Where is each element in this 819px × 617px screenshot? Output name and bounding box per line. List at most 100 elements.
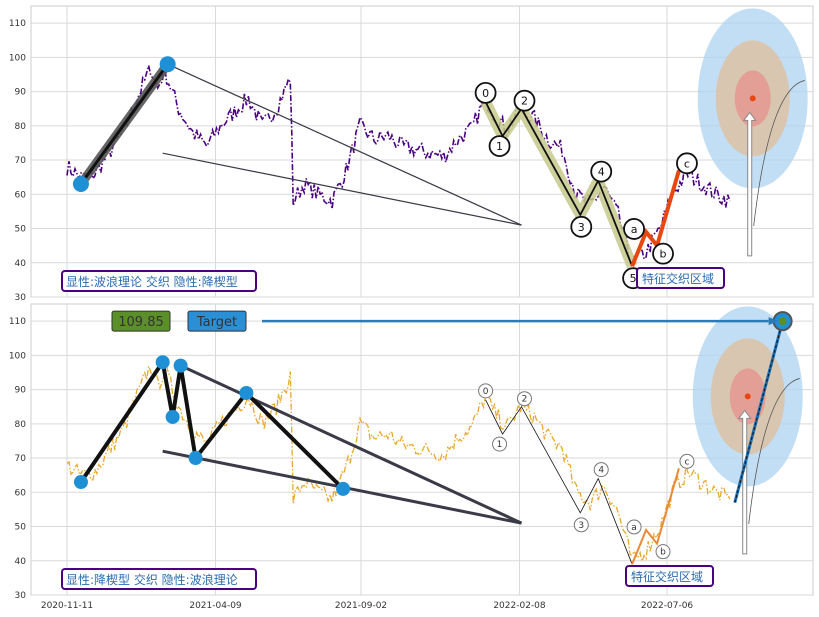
target-value-box <box>111 310 171 332</box>
wave-label-b: b <box>660 548 666 558</box>
pattern-point-marker <box>155 355 170 370</box>
y-tick-label: 60 <box>15 488 27 498</box>
top-panel: 30 40 50 60 70 80 90 100 110 0 1 2 3 4 5 a b c 显性:波浪理论 交织 … <box>9 5 814 303</box>
trend-line <box>167 63 522 226</box>
wave-label-circle <box>513 89 536 112</box>
wave-label-circle <box>590 160 613 183</box>
wave-label-circle <box>652 242 674 265</box>
plot-area <box>30 5 814 298</box>
wave-label-a: a <box>631 523 637 533</box>
x-tick-label: 2021-09-02 <box>335 601 387 611</box>
plot-area <box>30 303 814 596</box>
y-tick-label: 90 <box>15 88 27 98</box>
y-tick-label: 100 <box>9 351 26 361</box>
wave-label-1: 1 <box>497 440 503 450</box>
wave-label-0: 0 <box>482 87 489 100</box>
wave-label-c: c <box>684 157 690 170</box>
x-tick-label: 2022-02-08 <box>493 601 546 611</box>
abc-line <box>631 468 680 565</box>
abc-line <box>630 169 681 267</box>
y-tick-label: 40 <box>15 557 27 567</box>
zone-arrow <box>737 409 752 555</box>
y-tick-label: 80 <box>15 122 27 132</box>
pattern-point-marker <box>188 451 203 466</box>
trend-line <box>179 364 523 525</box>
wave-label-1: 1 <box>496 140 503 153</box>
wave-label-2: 2 <box>522 395 528 405</box>
target-label-text: Target <box>196 315 237 330</box>
price-line <box>66 363 731 564</box>
target-projection-dash <box>734 320 784 503</box>
wave-label-a: a <box>631 223 638 236</box>
x-tick-label: 2021-04-09 <box>189 601 242 611</box>
y-tick-label: 30 <box>15 591 27 601</box>
zone-annotation-text: 特征交织区域 <box>642 271 714 286</box>
wave-label-circle <box>655 544 671 560</box>
y-tick-label: 100 <box>9 53 26 63</box>
pattern-point-marker <box>159 56 176 73</box>
y-tick-label: 90 <box>15 386 27 396</box>
wave-label-5: 5 <box>630 272 637 285</box>
zone-annotation-box <box>636 267 725 289</box>
trend-line <box>162 152 522 226</box>
y-tick-label: 50 <box>15 523 27 533</box>
target-arrow-head <box>768 317 779 326</box>
y-tick-label: 30 <box>15 293 27 303</box>
wave-label-4: 4 <box>598 166 605 179</box>
wave-label-0: 0 <box>483 387 489 397</box>
annotation-box <box>61 270 257 292</box>
zone-curve <box>748 378 800 524</box>
wave-label-3: 3 <box>578 221 585 234</box>
y-tick-label: 80 <box>15 420 27 430</box>
annotation-text: 显性:降楔型 交织 隐性:波浪理论 <box>66 572 238 587</box>
wave-label-circle <box>570 215 593 238</box>
x-axis: 2020-11-11 2021-04-09 2021-09-02 2022-02-08… <box>41 601 694 611</box>
wave-label-circle <box>623 218 645 240</box>
zone-arrow <box>742 111 757 257</box>
pattern-point-marker <box>173 358 188 373</box>
zone-annotation-box <box>625 565 714 587</box>
wave-label-circle <box>626 519 642 535</box>
zone-annotation-text: 特征交织区域 <box>631 569 703 584</box>
wave-label-circle <box>679 453 695 469</box>
wave-label-circle <box>488 135 511 157</box>
pattern-point-marker <box>73 475 88 490</box>
pattern-point-marker <box>72 176 89 193</box>
wedge-pattern-line <box>79 63 169 185</box>
wave-line <box>484 101 633 267</box>
wave-label-circle <box>478 383 494 399</box>
y-tick-label: 70 <box>15 156 27 166</box>
target-value-text: 109.85 <box>118 315 164 330</box>
wave-label-2: 2 <box>521 95 528 108</box>
wave-label-circle <box>593 462 609 478</box>
wave-label-circle <box>676 152 698 175</box>
y-tick-label: 60 <box>15 190 27 200</box>
wave-line <box>485 399 633 565</box>
pattern-point-marker <box>336 481 351 496</box>
wave-label-3: 3 <box>578 521 584 531</box>
zone-center-dot <box>749 95 756 102</box>
y-tick-label: 110 <box>9 317 26 327</box>
price-line <box>66 63 731 268</box>
target-point-inner <box>778 317 787 326</box>
y-tick-label: 70 <box>15 454 27 464</box>
pattern-point-marker <box>165 409 180 424</box>
x-tick-label: 2020-11-11 <box>41 601 93 611</box>
wave-label-c: c <box>684 457 689 467</box>
y-tick-label: 50 <box>15 225 27 235</box>
wave-label-circle <box>492 436 508 452</box>
annotation-box <box>61 568 257 590</box>
wave-label-circle <box>516 391 532 407</box>
wave-label-b: b <box>660 248 667 261</box>
wave-label-4: 4 <box>598 466 604 476</box>
wave-label-circle <box>474 81 497 104</box>
target-label-box <box>187 310 247 332</box>
y-tick-label: 40 <box>15 259 27 269</box>
wave-label-circle <box>573 517 589 533</box>
zone-center-dot <box>744 393 751 400</box>
x-tick-label: 2022-07-06 <box>641 601 694 611</box>
zone-curve <box>753 80 805 226</box>
pattern-point-marker <box>239 386 254 401</box>
